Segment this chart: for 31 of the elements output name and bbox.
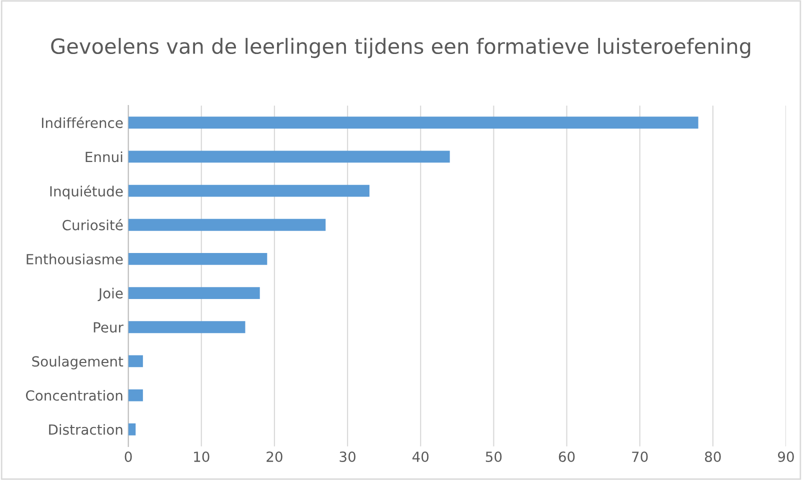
y-tick-label: Enthousiasme (26, 254, 123, 264)
y-tick-label: Joie (98, 288, 123, 302)
x-tick-label: 40 (412, 452, 429, 462)
x-tick-label: 60 (558, 452, 575, 462)
bar (128, 184, 370, 197)
y-tick-label: Inquiétude (50, 185, 123, 200)
bar (128, 321, 246, 334)
y-tick-label: Distraction (49, 424, 122, 435)
bar (128, 150, 450, 163)
x-tick-label: 0 (124, 452, 132, 462)
x-tick-label: 80 (704, 452, 721, 462)
bar (128, 287, 260, 300)
x-tick-label: 10 (194, 452, 210, 462)
bar (128, 252, 268, 265)
x-tick-label: 20 (266, 452, 282, 462)
y-tick-label: Curiosité (62, 219, 123, 230)
y-tick-label: Peur (94, 322, 124, 333)
x-tick-label: 30 (340, 452, 356, 462)
bar (128, 218, 326, 231)
bar (128, 423, 136, 436)
bar (128, 389, 143, 402)
y-tick-label: Ennui (86, 151, 122, 162)
y-tick-label: Concentration (26, 390, 122, 401)
y-tick-label: Indifférence (42, 116, 123, 128)
bar (128, 116, 698, 129)
x-tick-label: 50 (486, 452, 502, 462)
chart-title: Gevoelens van de leerlingen tijdens een formatieve luisteroefening (51, 38, 750, 58)
x-tick-label: 70 (632, 452, 648, 462)
y-tick-label: Soulagement (32, 356, 124, 370)
x-tick-label: 90 (778, 452, 794, 462)
bar (128, 355, 143, 368)
